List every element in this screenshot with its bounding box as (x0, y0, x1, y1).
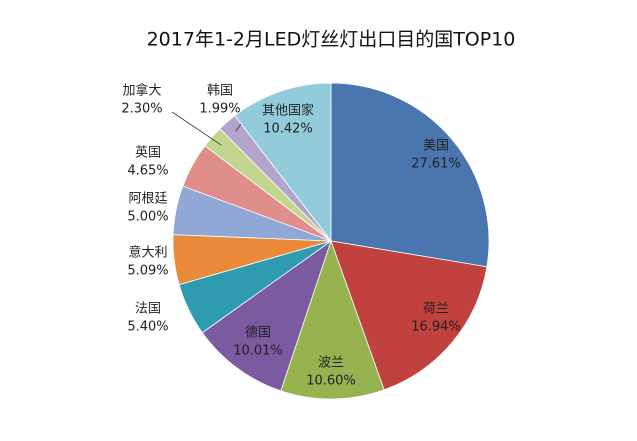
slice-label: 法国 (135, 302, 161, 317)
pie-slice (330, 240, 488, 391)
slice-label: 韩国 (207, 84, 233, 99)
slice-value: 5.00% (127, 210, 168, 225)
slice-value: 27.61% (411, 157, 461, 172)
slice-label: 阿根廷 (128, 192, 167, 207)
pie-slice (330, 82, 490, 268)
slice-value: 1.99% (199, 102, 240, 117)
leader-line (171, 111, 222, 146)
slice-value: 5.40% (127, 320, 168, 335)
slice-label: 美国 (423, 139, 449, 154)
slice-value: 10.60% (306, 374, 356, 389)
slice-label: 英国 (135, 146, 161, 161)
slice-label: 其他国家 (262, 103, 314, 119)
slice-label: 意大利 (128, 245, 167, 261)
slice-label: 波兰 (318, 356, 344, 371)
slice-label: 德国 (245, 326, 271, 341)
slice-value: 10.42% (263, 122, 313, 137)
slice-value: 4.65% (127, 164, 168, 179)
pie-slice (201, 239, 332, 392)
slice-label: 加拿大 (122, 83, 161, 99)
pie-slice (234, 82, 332, 243)
slice-value: 2.30% (121, 102, 162, 117)
chart-title: 2017年1-2月LED灯丝灯出口目的国TOP10 (147, 29, 516, 51)
slice-value: 5.09% (127, 264, 168, 279)
pie-slice (280, 239, 385, 400)
slice-label: 荷兰 (423, 302, 449, 317)
slice-value: 16.94% (411, 320, 461, 335)
slice-value: 10.01% (233, 344, 283, 359)
